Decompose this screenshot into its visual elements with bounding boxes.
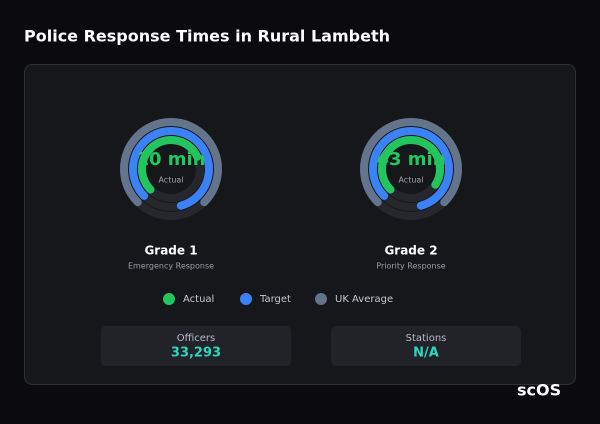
- gauge-title: Grade 2: [384, 244, 437, 258]
- ring-arc: [129, 127, 213, 210]
- gauge-title: Grade 1: [144, 244, 197, 258]
- gauge-subtitle: Priority Response: [376, 262, 446, 271]
- page-title: Police Response Times in Rural Lambeth: [24, 27, 390, 46]
- stat-label: Stations: [406, 333, 447, 344]
- logo: scOS: [517, 381, 561, 400]
- stat-value: N/A: [413, 346, 439, 361]
- ring-arc: [138, 136, 202, 194]
- ring-arc: [378, 136, 444, 194]
- legend-dot: [163, 293, 175, 305]
- ring-arc: [369, 127, 453, 210]
- ring-arc: [120, 118, 222, 207]
- stat-box: [331, 326, 521, 366]
- legend-dot: [315, 293, 327, 305]
- gauge-value: 10 min: [136, 149, 205, 170]
- legend-dot: [240, 293, 252, 305]
- gauge-value: 43 min: [376, 149, 445, 170]
- ring-arc: [360, 118, 462, 207]
- legend-label: UK Average: [335, 294, 393, 305]
- stat-box: [101, 326, 291, 366]
- gauge-center-label: Actual: [398, 176, 423, 185]
- gauge-center-label: Actual: [158, 176, 183, 185]
- legend-label: Target: [259, 294, 291, 305]
- legend-label: Actual: [183, 294, 214, 305]
- stat-value: 33,293: [171, 346, 221, 361]
- gauge-subtitle: Emergency Response: [128, 262, 214, 271]
- stat-label: Officers: [177, 333, 216, 344]
